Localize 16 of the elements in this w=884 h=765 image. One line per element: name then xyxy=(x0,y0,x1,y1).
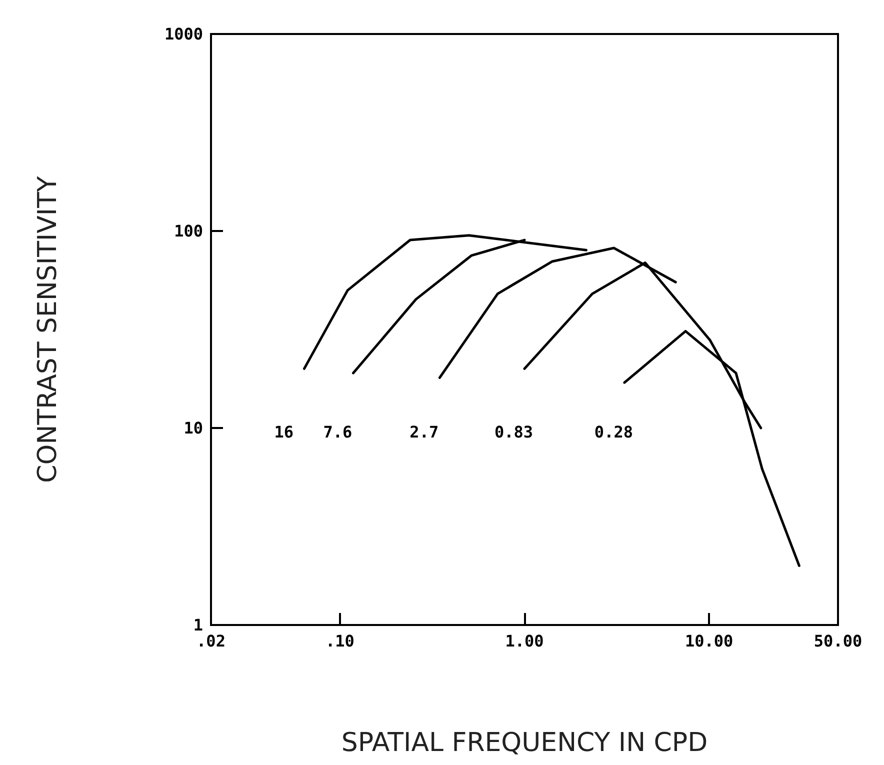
y-axis-title: CONTRAST SENSITIVITY xyxy=(33,176,63,483)
y-tick-label: 100 xyxy=(174,222,203,240)
annotation: 16 xyxy=(274,422,294,442)
x-tick-label: .02 xyxy=(196,632,226,650)
y-tick-label: 1 xyxy=(193,616,203,634)
annotation: 0.28 xyxy=(594,422,633,442)
x-tick-label: .10 xyxy=(326,632,354,650)
x-tick-label: 10.00 xyxy=(684,632,734,650)
x-tick-label: 1.00 xyxy=(505,632,544,650)
annotation: 0.83 xyxy=(494,422,534,442)
annotation: 7.6 xyxy=(323,422,352,442)
y-tick-label: 10 xyxy=(184,418,203,438)
y-tick-label: 1000 xyxy=(164,24,203,44)
x-axis-title: SPATIAL FREQUENCY IN CPD xyxy=(341,728,708,758)
annotation: 2.7 xyxy=(410,422,439,442)
x-tick-label: 50.00 xyxy=(814,632,862,650)
